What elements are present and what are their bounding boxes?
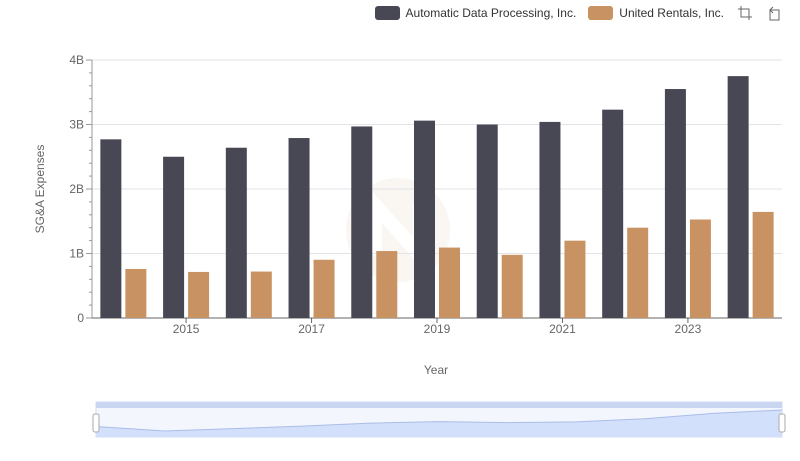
bar-uri-2017[interactable] bbox=[313, 259, 335, 318]
data-zoom-handle-right[interactable] bbox=[778, 413, 786, 433]
bars bbox=[100, 76, 774, 319]
bar-adp-2014[interactable] bbox=[100, 139, 122, 318]
bar-adp-2020[interactable] bbox=[476, 124, 498, 319]
data-zoom-move-bar[interactable] bbox=[96, 402, 782, 408]
data-zoom-line bbox=[95, 409, 783, 432]
bar-adp-2024[interactable] bbox=[727, 76, 749, 318]
bar-uri-2024[interactable] bbox=[752, 211, 774, 318]
legend-swatch-adp bbox=[374, 6, 400, 20]
x-axis-title: Year bbox=[424, 363, 448, 377]
y-tick-label: 0 bbox=[77, 311, 84, 325]
bar-uri-2014[interactable] bbox=[125, 268, 147, 318]
legend-swatch-uri bbox=[588, 6, 614, 20]
zoom-reset-icon[interactable] bbox=[766, 4, 784, 22]
y-tick-label: 3B bbox=[69, 118, 84, 132]
x-tick-label: 2019 bbox=[424, 322, 451, 336]
bar-adp-2018[interactable] bbox=[351, 126, 373, 318]
bar-adp-2021[interactable] bbox=[539, 121, 561, 318]
bar-uri-2021[interactable] bbox=[564, 240, 586, 318]
data-zoom-area bbox=[96, 410, 782, 437]
bar-uri-2019[interactable] bbox=[439, 247, 460, 318]
bar-uri-2022[interactable] bbox=[627, 227, 649, 318]
x-axis: 2015 2017 2019 2021 2023 bbox=[92, 317, 782, 336]
legend-label-adp: Automatic Data Processing, Inc. bbox=[405, 6, 577, 20]
y-axis-title: SG&A Expenses bbox=[33, 145, 47, 234]
x-tick-label: 2023 bbox=[675, 322, 702, 336]
x-tick-label: 2021 bbox=[549, 322, 576, 336]
legend: Automatic Data Processing, Inc. United R… bbox=[374, 4, 784, 22]
legend-item-uri[interactable]: United Rentals, Inc. bbox=[588, 6, 724, 20]
y-axis: 0 1B 2B 3B 4B bbox=[69, 53, 93, 325]
data-zoom-slider[interactable] bbox=[92, 401, 786, 438]
bar-adp-2017[interactable] bbox=[288, 138, 310, 318]
y-tick-label: 1B bbox=[69, 247, 84, 261]
bar-uri-2016[interactable] bbox=[250, 271, 272, 318]
legend-item-adp[interactable]: Automatic Data Processing, Inc. bbox=[374, 6, 577, 20]
legend-label-uri: United Rentals, Inc. bbox=[619, 6, 724, 20]
bar-adp-2019[interactable] bbox=[414, 120, 435, 318]
bar-adp-2023[interactable] bbox=[664, 89, 686, 319]
y-tick-label: 4B bbox=[69, 53, 84, 67]
bar-uri-2015[interactable] bbox=[188, 271, 210, 318]
bar-adp-2022[interactable] bbox=[602, 109, 624, 318]
bar-uri-2018[interactable] bbox=[376, 251, 398, 318]
bar-adp-2016[interactable] bbox=[225, 147, 247, 318]
x-tick-label: 2015 bbox=[173, 322, 200, 336]
x-tick-label: 2017 bbox=[298, 322, 325, 336]
zoom-select-icon[interactable] bbox=[736, 4, 754, 22]
bar-uri-2023[interactable] bbox=[689, 219, 711, 318]
data-zoom-handle-left[interactable] bbox=[92, 413, 100, 433]
y-tick-label: 2B bbox=[69, 182, 84, 196]
bar-uri-2020[interactable] bbox=[501, 254, 523, 318]
bar-adp-2015[interactable] bbox=[163, 156, 185, 318]
